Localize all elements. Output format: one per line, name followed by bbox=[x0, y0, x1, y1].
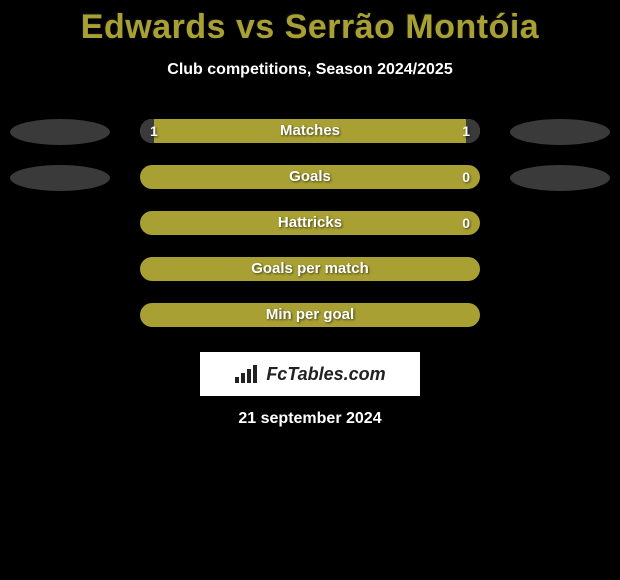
date-text: 21 september 2024 bbox=[0, 410, 620, 428]
bar-track: 0Goals bbox=[140, 165, 480, 189]
bar-track: Min per goal bbox=[140, 303, 480, 327]
right-ellipse bbox=[510, 165, 610, 191]
left-ellipse bbox=[10, 119, 110, 145]
stat-label: Matches bbox=[140, 119, 480, 143]
page-title: Edwards vs Serrão Montóia bbox=[0, 0, 620, 47]
page-subtitle: Club competitions, Season 2024/2025 bbox=[0, 61, 620, 79]
stat-row: Min per goal bbox=[0, 299, 620, 345]
stat-row: 1 1Matches bbox=[0, 115, 620, 161]
stat-label: Hattricks bbox=[140, 211, 480, 235]
stat-value-right: 0 bbox=[462, 165, 470, 189]
bar-track: 0Hattricks bbox=[140, 211, 480, 235]
stat-rows: 11Matches0Goals0HattricksGoals per match… bbox=[0, 115, 620, 345]
fctables-logo: FcTables.com bbox=[200, 352, 420, 396]
stat-row: 0Hattricks bbox=[0, 207, 620, 253]
stat-label: Min per goal bbox=[140, 303, 480, 327]
stat-value-right: 0 bbox=[462, 211, 470, 235]
stat-value-left: 1 bbox=[150, 119, 158, 143]
stat-label: Goals per match bbox=[140, 257, 480, 281]
bars-icon bbox=[234, 363, 260, 385]
bar-track: 1 1Matches bbox=[140, 119, 480, 143]
stat-value-right: 1 bbox=[462, 119, 470, 143]
stat-row: 0Goals bbox=[0, 161, 620, 207]
stat-label: Goals bbox=[140, 165, 480, 189]
bar-track: Goals per match bbox=[140, 257, 480, 281]
stat-row: Goals per match bbox=[0, 253, 620, 299]
chart-container: Edwards vs Serrão Montóia Club competiti… bbox=[0, 0, 620, 580]
right-ellipse bbox=[510, 119, 610, 145]
left-ellipse bbox=[10, 165, 110, 191]
logo-text: FcTables.com bbox=[266, 364, 385, 385]
